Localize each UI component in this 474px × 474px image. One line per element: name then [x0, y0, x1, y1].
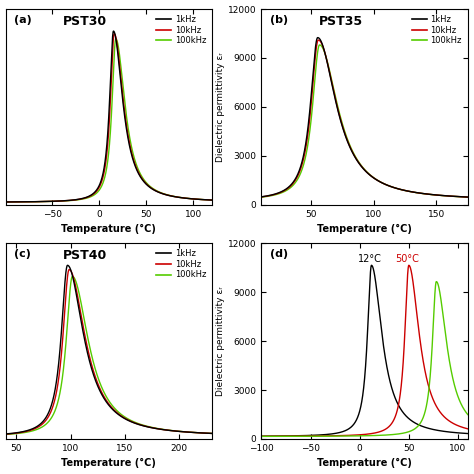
Text: PST35: PST35 [319, 15, 363, 28]
Text: (d): (d) [270, 249, 288, 259]
Legend: 1kHz, 10kHz, 100kHz: 1kHz, 10kHz, 100kHz [410, 13, 464, 47]
Text: 12°C: 12°C [357, 255, 382, 264]
X-axis label: Temperature (°C): Temperature (°C) [317, 458, 412, 468]
Text: (a): (a) [14, 15, 32, 25]
Legend: 1kHz, 10kHz, 100kHz: 1kHz, 10kHz, 100kHz [155, 247, 208, 281]
Y-axis label: Dielectric permittivity εᵣ: Dielectric permittivity εᵣ [216, 52, 225, 162]
Text: PST30: PST30 [64, 15, 108, 28]
X-axis label: Temperature (°C): Temperature (°C) [317, 224, 412, 234]
Text: PST40: PST40 [64, 249, 108, 262]
X-axis label: Temperature (°C): Temperature (°C) [61, 458, 156, 468]
Text: (b): (b) [270, 15, 288, 25]
X-axis label: Temperature (°C): Temperature (°C) [61, 224, 156, 234]
Y-axis label: Dielectric permittivity εᵣ: Dielectric permittivity εᵣ [216, 286, 225, 396]
Text: (c): (c) [14, 249, 31, 259]
Legend: 1kHz, 10kHz, 100kHz: 1kHz, 10kHz, 100kHz [155, 13, 208, 47]
Text: 50°C: 50°C [395, 255, 419, 264]
